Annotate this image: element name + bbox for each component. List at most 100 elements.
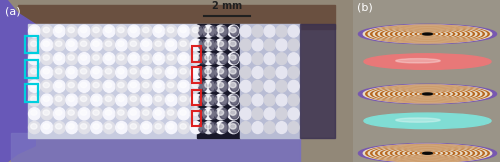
Ellipse shape — [288, 25, 299, 37]
Ellipse shape — [91, 39, 102, 51]
Ellipse shape — [422, 93, 432, 95]
Ellipse shape — [66, 66, 78, 79]
Ellipse shape — [202, 108, 214, 120]
Ellipse shape — [205, 55, 211, 60]
Ellipse shape — [396, 29, 460, 39]
Ellipse shape — [364, 113, 491, 129]
Ellipse shape — [198, 109, 207, 119]
Ellipse shape — [412, 32, 442, 36]
Bar — [24, 84, 38, 102]
Ellipse shape — [366, 25, 489, 43]
Ellipse shape — [264, 122, 275, 133]
Ellipse shape — [142, 41, 149, 46]
Ellipse shape — [66, 122, 78, 134]
Ellipse shape — [66, 39, 78, 51]
Ellipse shape — [78, 108, 90, 120]
Ellipse shape — [166, 39, 177, 51]
Ellipse shape — [418, 33, 438, 35]
Ellipse shape — [56, 41, 62, 46]
Ellipse shape — [276, 108, 287, 120]
Ellipse shape — [78, 122, 90, 134]
Ellipse shape — [155, 41, 162, 46]
Ellipse shape — [140, 108, 152, 120]
Bar — [192, 46, 201, 62]
Ellipse shape — [422, 33, 432, 35]
Ellipse shape — [215, 25, 227, 37]
Ellipse shape — [43, 96, 50, 102]
Ellipse shape — [220, 67, 228, 78]
Ellipse shape — [358, 144, 496, 162]
Ellipse shape — [106, 41, 112, 46]
Ellipse shape — [155, 69, 162, 74]
Ellipse shape — [91, 94, 102, 106]
Ellipse shape — [264, 39, 275, 51]
Ellipse shape — [103, 108, 115, 120]
Ellipse shape — [205, 82, 211, 88]
Ellipse shape — [376, 87, 480, 101]
Ellipse shape — [140, 53, 152, 65]
Ellipse shape — [28, 80, 40, 92]
Ellipse shape — [91, 80, 102, 92]
Ellipse shape — [393, 148, 462, 158]
Ellipse shape — [128, 53, 140, 65]
Ellipse shape — [93, 55, 100, 60]
Ellipse shape — [91, 66, 102, 79]
Ellipse shape — [153, 122, 164, 134]
Ellipse shape — [190, 80, 202, 92]
Ellipse shape — [373, 26, 482, 42]
Ellipse shape — [252, 122, 263, 133]
Ellipse shape — [93, 110, 100, 115]
Ellipse shape — [393, 89, 462, 99]
Ellipse shape — [168, 124, 174, 129]
Ellipse shape — [209, 122, 218, 133]
Ellipse shape — [93, 27, 100, 33]
Ellipse shape — [240, 53, 251, 65]
Ellipse shape — [30, 41, 37, 46]
Ellipse shape — [168, 96, 174, 102]
Ellipse shape — [142, 124, 149, 129]
Ellipse shape — [142, 69, 149, 74]
Bar — [24, 36, 38, 53]
Ellipse shape — [288, 67, 299, 78]
Ellipse shape — [276, 80, 287, 92]
Ellipse shape — [192, 55, 199, 60]
Ellipse shape — [28, 122, 40, 134]
Ellipse shape — [390, 89, 464, 99]
Ellipse shape — [220, 81, 228, 91]
Ellipse shape — [91, 108, 102, 120]
Bar — [28, 24, 240, 138]
Ellipse shape — [103, 25, 115, 37]
Ellipse shape — [140, 80, 152, 92]
Ellipse shape — [205, 110, 211, 115]
Ellipse shape — [168, 55, 174, 60]
Ellipse shape — [128, 80, 140, 92]
Ellipse shape — [276, 94, 287, 106]
Ellipse shape — [91, 25, 102, 37]
Ellipse shape — [230, 69, 236, 74]
Ellipse shape — [41, 108, 52, 120]
Ellipse shape — [217, 82, 224, 88]
Ellipse shape — [198, 26, 207, 36]
Ellipse shape — [373, 146, 482, 161]
Ellipse shape — [220, 53, 228, 64]
Ellipse shape — [56, 69, 62, 74]
Ellipse shape — [130, 69, 136, 74]
Ellipse shape — [252, 94, 263, 106]
Ellipse shape — [410, 32, 445, 36]
Ellipse shape — [155, 96, 162, 102]
Ellipse shape — [192, 96, 199, 102]
Ellipse shape — [370, 145, 484, 161]
Ellipse shape — [228, 25, 239, 37]
Ellipse shape — [264, 67, 275, 78]
Polygon shape — [0, 0, 35, 162]
Ellipse shape — [202, 66, 214, 79]
Ellipse shape — [142, 110, 149, 115]
Ellipse shape — [30, 55, 37, 60]
Ellipse shape — [364, 25, 492, 43]
Ellipse shape — [91, 53, 102, 65]
Ellipse shape — [215, 80, 227, 92]
Ellipse shape — [66, 108, 78, 120]
Ellipse shape — [178, 25, 190, 37]
Ellipse shape — [386, 147, 469, 159]
Ellipse shape — [128, 25, 140, 37]
